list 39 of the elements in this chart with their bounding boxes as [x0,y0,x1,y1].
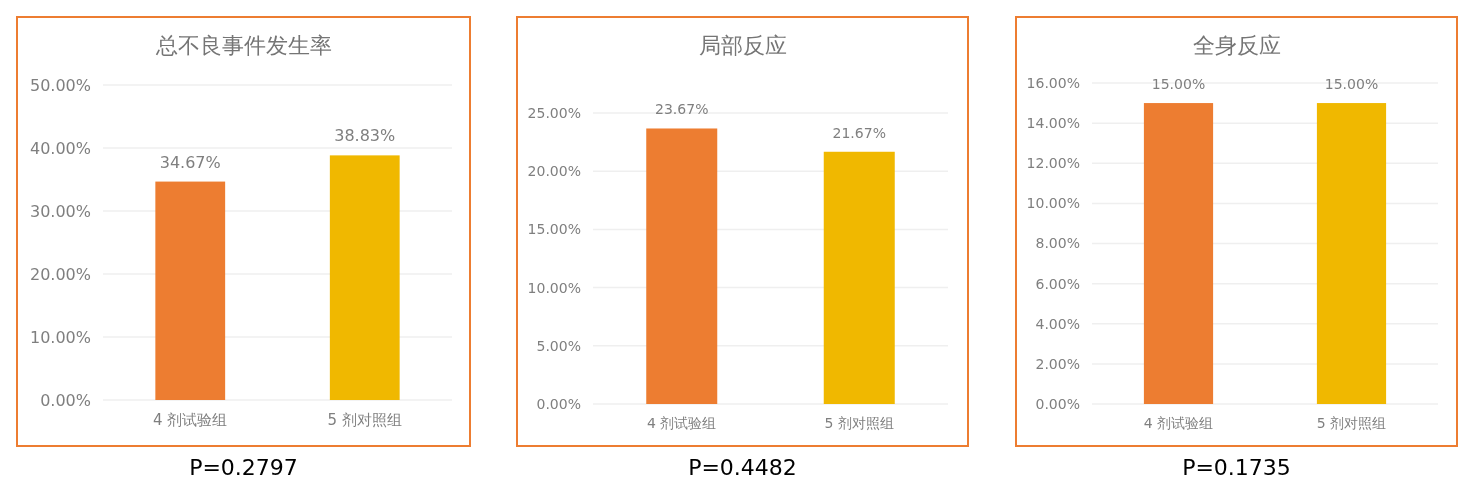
text: P=0.1735 [1182,455,1291,480]
data-label: 34.67% [159,152,221,172]
x-tick-label: 4 剂试验组 [647,414,717,431]
y-tick-label: 6.00% [1035,275,1080,292]
y-tick-label: 10.00% [29,327,91,347]
y-tick-label: 5.00% [536,337,581,354]
y-tick-label: 12.00% [1026,155,1080,172]
y-tick-label: 8.00% [1035,235,1080,252]
chart-title: 总不良事件发生率 [154,33,332,58]
y-tick-label: 10.00% [527,279,581,296]
x-tick-label: 5 剂对照组 [327,410,402,429]
x-tick-label: 4 剂试验组 [153,410,228,429]
y-tick-label: 2.00% [1035,355,1080,372]
data-label: 23.67% [655,101,709,118]
y-tick-label: 25.00% [527,104,581,121]
data-label: 21.67% [832,124,886,141]
y-tick-label: 16.00% [1026,74,1080,91]
y-tick-label: 0.00% [40,390,91,410]
y-tick-label: 0.00% [1035,395,1080,412]
y-tick-label: 15.00% [527,221,581,238]
y-tick-label: 4.00% [1035,315,1080,332]
x-tick-label: 4 剂试验组 [1143,414,1214,431]
data-label: 15.00% [1324,76,1379,93]
y-tick-label: 20.00% [527,163,581,180]
y-tick-label: 50.00% [29,75,91,95]
text: P=0.4482 [688,455,797,480]
y-tick-label: 40.00% [29,138,91,158]
y-tick-label: 0.00% [536,395,581,412]
chart-title: 全身反应 [1192,33,1281,58]
y-tick-label: 14.00% [1026,115,1080,132]
chart-title: 局部反应 [698,33,787,58]
text: P=0.2797 [189,455,298,480]
y-tick-label: 30.00% [29,201,91,221]
x-tick-label: 5 剂对照组 [1316,414,1387,431]
data-label: 15.00% [1151,76,1206,93]
y-tick-label: 10.00% [1026,195,1080,212]
y-tick-label: 20.00% [29,264,91,284]
x-tick-label: 5 剂对照组 [824,414,894,431]
data-label: 38.83% [334,126,396,146]
